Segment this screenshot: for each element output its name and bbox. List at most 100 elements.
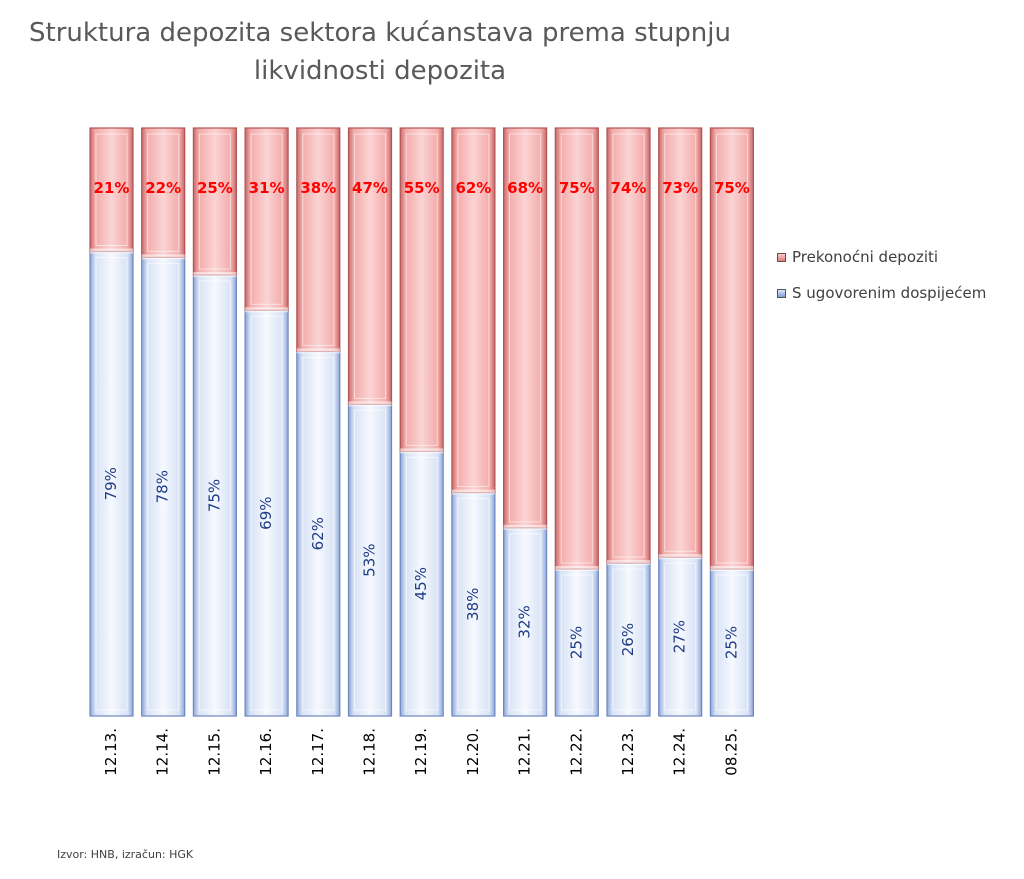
data-label-ugovoreni-12.20.: 38% <box>464 588 482 621</box>
bar-boundary-12.14. <box>141 254 185 260</box>
bar-ugovoreni-12.14. <box>141 256 186 717</box>
legend-swatch-red <box>777 252 786 262</box>
bar-prekonocni-bevel-12.17. <box>302 133 335 346</box>
data-label-ugovoreni-12.17.: 62% <box>309 517 327 550</box>
bar-prekonocni-bevel-12.21. <box>509 133 542 523</box>
data-label-ugovoreni-12.23.: 26% <box>619 623 637 656</box>
data-label-ugovoreni-12.22.: 25% <box>567 626 585 659</box>
data-label-ugovoreni-12.15.: 75% <box>205 479 223 512</box>
bar-ugovoreni-12.22. <box>554 568 599 717</box>
data-label-ugovoreni-12.19.: 45% <box>412 567 430 600</box>
data-label-prekonocni-12.13.: 21% <box>94 179 130 197</box>
bar-prekonocni-bevel-08.25. <box>715 133 748 564</box>
bar-boundary-12.13. <box>90 248 133 254</box>
bar-boundary-12.23. <box>607 560 650 566</box>
data-label-prekonocni-12.15.: 25% <box>197 179 233 197</box>
bar-ugovoreni-bevel-12.21. <box>509 533 542 711</box>
bar-boundary-12.20. <box>451 489 495 495</box>
bar-prekonocni-12.16. <box>244 127 289 311</box>
bar-boundary-12.22. <box>555 566 599 571</box>
chart-title-line-1: Struktura depozita sektora kućanstava pr… <box>29 18 731 48</box>
data-label-ugovoreni-12.14.: 78% <box>154 470 172 503</box>
x-tick-label-12.21.: 12.21. <box>516 728 534 776</box>
bar-prekonocni-bevel-12.18. <box>354 133 386 399</box>
bar-ugovoreni-bevel-12.19. <box>405 456 438 711</box>
bar-ugovoreni-12.20. <box>451 491 496 717</box>
bar-ugovoreni-12.17. <box>296 350 341 717</box>
bar-boundary-12.18. <box>348 401 392 407</box>
bar-prekonocni-bevel-12.14. <box>147 133 180 252</box>
chart-title: Struktura depozita sektora kućanstava pr… <box>0 14 760 90</box>
legend-item-ugovoreni: S ugovorenim dospijećem <box>777 282 986 304</box>
legend-item-prekonocni: Prekonoćni depoziti <box>777 246 986 268</box>
data-label-prekonocni-12.14.: 22% <box>145 179 181 197</box>
bar-prekonocni-12.20. <box>451 127 496 494</box>
data-label-prekonocni-12.22.: 75% <box>559 179 595 197</box>
bar-boundary-12.16. <box>245 307 289 313</box>
data-label-ugovoreni-12.16.: 69% <box>257 496 275 529</box>
chart-title-line-2: likvidnosti depozita <box>253 56 507 86</box>
data-label-ugovoreni-12.21.: 32% <box>516 605 534 638</box>
x-tick-label-12.14.: 12.14. <box>154 728 172 776</box>
x-tick-label-12.20.: 12.20. <box>464 728 482 776</box>
bar-ugovoreni-bevel-12.15. <box>198 280 231 711</box>
x-tick-label-12.18.: 12.18. <box>361 728 379 776</box>
x-tick-label-12.17.: 12.17. <box>309 728 327 776</box>
bar-ugovoreni-bevel-08.25. <box>715 574 748 711</box>
bar-ugovoreni-bevel-12.13. <box>95 256 128 711</box>
bar-prekonocni-bevel-12.22. <box>560 133 593 564</box>
bar-ugovoreni-bevel-12.20. <box>457 498 490 711</box>
bar-prekonocni-bevel-12.13. <box>95 133 128 246</box>
bar-ugovoreni-bevel-12.16. <box>250 315 283 711</box>
bar-ugovoreni-12.18. <box>347 403 393 717</box>
x-tick-label-12.23.: 12.23. <box>619 728 637 776</box>
data-label-prekonocni-12.20.: 62% <box>455 179 491 197</box>
bar-ugovoreni-bevel-12.17. <box>302 356 335 711</box>
bar-prekonocni-12.13. <box>89 127 134 253</box>
data-label-prekonocni-12.23.: 74% <box>611 179 647 197</box>
bar-boundary-12.24. <box>658 554 702 560</box>
bar-prekonocni-bevel-12.15. <box>198 133 231 270</box>
source-note: Izvor: HNB, izračun: HGK <box>57 848 194 861</box>
bar-prekonocni-bevel-12.16. <box>250 133 283 305</box>
x-tick-label-12.22.: 12.22. <box>567 728 585 776</box>
x-tick-label-12.13.: 12.13. <box>102 728 120 776</box>
data-label-ugovoreni-12.18.: 53% <box>361 544 379 577</box>
data-label-prekonocni-12.21.: 68% <box>507 179 543 197</box>
x-tick-label-12.24.: 12.24. <box>671 728 689 776</box>
bar-ugovoreni-bevel-12.22. <box>560 574 593 711</box>
bar-ugovoreni-12.24. <box>658 556 703 717</box>
data-label-prekonocni-12.24.: 73% <box>662 179 698 197</box>
bar-ugovoreni-08.25. <box>709 568 755 717</box>
data-label-ugovoreni-08.25.: 25% <box>722 626 740 659</box>
bar-ugovoreni-12.19. <box>399 450 444 717</box>
bar-ugovoreni-bevel-12.24. <box>664 562 697 711</box>
bar-boundary-12.15. <box>193 272 237 277</box>
data-label-prekonocni-12.16.: 31% <box>249 179 285 197</box>
bar-prekonocni-bevel-12.19. <box>405 133 438 446</box>
data-label-prekonocni-08.25.: 75% <box>714 179 750 197</box>
bar-prekonocni-bevel-12.23. <box>612 133 645 558</box>
bar-boundary-08.25. <box>710 566 754 571</box>
bar-boundary-12.21. <box>503 524 547 530</box>
bar-prekonocni-08.25. <box>709 127 755 570</box>
data-label-prekonocni-12.18.: 47% <box>352 179 388 197</box>
bar-prekonocni-12.22. <box>554 127 599 570</box>
bar-boundary-12.17. <box>296 348 340 354</box>
x-tick-label-12.19.: 12.19. <box>412 728 430 776</box>
bar-ugovoreni-12.15. <box>192 274 237 717</box>
data-label-ugovoreni-12.24.: 27% <box>671 620 689 653</box>
bar-ugovoreni-12.13. <box>89 250 134 717</box>
bar-prekonocni-bevel-12.20. <box>457 133 490 488</box>
legend-label-ugovoreni: S ugovorenim dospijećem <box>792 284 987 302</box>
data-label-prekonocni-12.19.: 55% <box>404 179 440 197</box>
bar-boundary-12.19. <box>400 448 444 454</box>
bar-prekonocni-12.19. <box>399 127 444 452</box>
bar-prekonocni-12.17. <box>296 127 341 353</box>
bar-ugovoreni-bevel-12.14. <box>147 262 180 711</box>
bar-prekonocni-bevel-12.24. <box>664 133 697 552</box>
bar-ugovoreni-12.16. <box>244 309 289 717</box>
legend-label-prekonocni: Prekonoćni depoziti <box>792 248 939 266</box>
x-tick-label-12.16.: 12.16. <box>257 728 275 776</box>
